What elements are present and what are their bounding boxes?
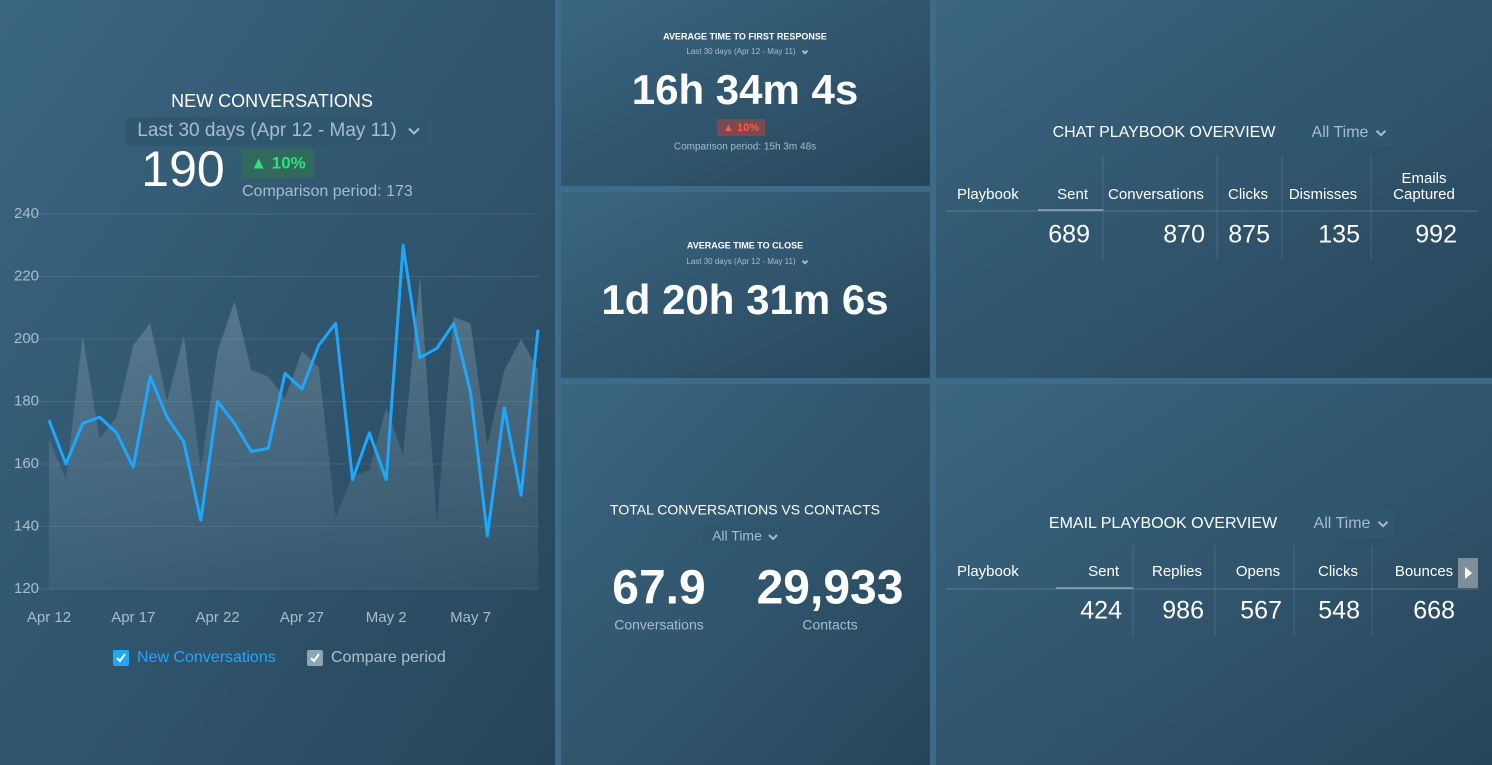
y-tick-label: 220 — [14, 267, 39, 284]
x-tick-label: May 2 — [366, 609, 407, 626]
panel — [561, 192, 930, 378]
table-cell: 992 — [1415, 221, 1457, 249]
x-tick-label: May 7 — [450, 609, 491, 626]
period-selector: Last 30 days (Apr 12 - May 11) — [686, 257, 796, 266]
kpi-label: Contacts — [802, 617, 857, 633]
chevron-icon — [801, 260, 809, 265]
compare-area — [49, 276, 538, 589]
period-selector: Last 30 days (Apr 12 - May 11) — [686, 47, 796, 56]
x-tick-label: Apr 22 — [196, 609, 240, 626]
column-header: Captured — [1393, 186, 1455, 203]
y-tick-label: 180 — [14, 392, 39, 409]
column-header: Playbook — [957, 563, 1019, 580]
kpi-value: 29,933 — [757, 562, 904, 615]
change-label: ▲ 10% — [723, 122, 759, 134]
dropdown[interactable] — [703, 526, 783, 548]
widget-title: NEW CONVERSATIONS — [171, 91, 373, 111]
column-header: Sent — [1057, 186, 1089, 203]
y-tick-label: 120 — [14, 580, 39, 597]
table-cell: 689 — [1048, 221, 1090, 249]
period-selector: Last 30 days (Apr 12 - May 11) — [137, 120, 396, 141]
column-header: Emails — [1401, 170, 1446, 187]
period-selector: All Time — [1314, 515, 1371, 532]
comparison-label: Comparison period: 15h 3m 48s — [674, 142, 816, 153]
column-header: Bounces — [1395, 563, 1453, 580]
chevron-icon — [1377, 521, 1389, 528]
comparison-label: Comparison period: 173 — [242, 183, 413, 200]
panel — [561, 384, 930, 765]
table-cell: 567 — [1240, 597, 1282, 625]
dropdown[interactable] — [1302, 510, 1394, 538]
kpi-value: 67.9 — [612, 562, 705, 615]
dropdown[interactable] — [1300, 119, 1392, 147]
change-badge — [717, 119, 765, 136]
chevron-icon — [768, 534, 778, 541]
check-icon — [310, 653, 320, 663]
y-tick-label: 200 — [14, 330, 39, 347]
change-label: ▲ 10% — [250, 153, 306, 172]
table-cell: 870 — [1163, 221, 1205, 249]
table-cell: 986 — [1162, 597, 1204, 625]
y-tick-label: 240 — [14, 205, 39, 222]
table-cell: 668 — [1413, 597, 1455, 625]
column-header: Playbook — [957, 186, 1019, 203]
period-selector: All Time — [712, 528, 762, 544]
x-tick-label: Apr 27 — [280, 609, 324, 626]
column-header: Opens — [1236, 563, 1280, 580]
widget-title: AVERAGE TIME TO FIRST RESPONSE — [663, 31, 827, 41]
kpi-value: 16h 34m 4s — [632, 66, 859, 113]
dropdown[interactable] — [126, 117, 426, 146]
table-cell: 875 — [1228, 221, 1270, 249]
column-header: Conversations — [1108, 186, 1204, 203]
y-tick-label: 140 — [14, 517, 39, 534]
check-icon — [116, 653, 126, 663]
widget-title: EMAIL PLAYBOOK OVERVIEW — [1049, 515, 1278, 532]
legend-label: New Conversations — [137, 649, 276, 666]
kpi-value: 190 — [141, 141, 224, 197]
table-cell: 548 — [1318, 597, 1360, 625]
table-cell: 135 — [1318, 221, 1360, 249]
x-tick-label: Apr 12 — [27, 609, 71, 626]
column-header: Clicks — [1318, 563, 1358, 580]
widget-title: AVERAGE TIME TO CLOSE — [687, 240, 803, 250]
arrow-icon — [1465, 567, 1472, 579]
column-header: Dismisses — [1289, 186, 1357, 203]
table-cell: 424 — [1080, 597, 1122, 625]
period-selector: All Time — [1312, 124, 1369, 141]
kpi-label: Conversations — [614, 617, 704, 633]
chevron-icon — [801, 50, 809, 55]
series-line — [47, 243, 540, 538]
widget-title: TOTAL CONVERSATIONS VS CONTACTS — [610, 502, 880, 518]
panel — [936, 384, 1492, 765]
panel — [936, 0, 1492, 378]
chevron-icon — [408, 127, 420, 135]
change-badge — [242, 149, 314, 178]
column-header: Sent — [1088, 563, 1120, 580]
column-header: Replies — [1152, 563, 1202, 580]
x-tick-label: Apr 17 — [111, 609, 155, 626]
y-tick-label: 160 — [14, 455, 39, 472]
widget-title: CHAT PLAYBOOK OVERVIEW — [1053, 124, 1277, 141]
chevron-icon — [1375, 130, 1387, 137]
column-header: Clicks — [1228, 186, 1268, 203]
legend-label: Compare period — [331, 649, 446, 666]
panel — [561, 0, 930, 186]
kpi-value: 1d 20h 31m 6s — [601, 276, 888, 323]
